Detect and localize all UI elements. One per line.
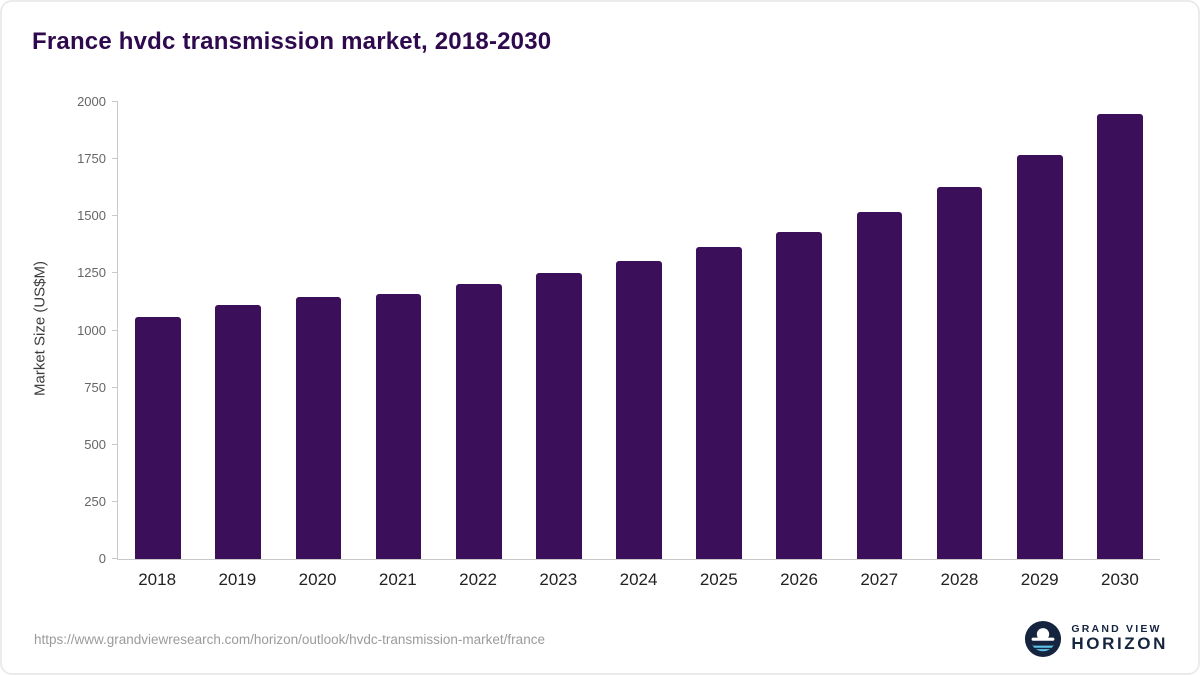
bar-2025[interactable] — [696, 247, 743, 559]
bar-column-2018 — [118, 102, 198, 559]
bar-column-2030 — [1080, 102, 1160, 559]
y-tick-mark — [112, 272, 118, 274]
y-axis-title: Market Size (US$M) — [31, 260, 49, 397]
brand-name-bottom: HORIZON — [1071, 634, 1168, 654]
horizon-logo-icon — [1025, 620, 1062, 658]
x-label-2025: 2025 — [699, 570, 738, 589]
bar-chart-plot: 0 250 500 750 1000 1250 1500 1750 2000 — [77, 94, 1160, 566]
bar-2021[interactable] — [375, 293, 422, 559]
y-tick-label: 1250 — [77, 265, 106, 281]
y-tick-label: 250 — [84, 493, 106, 509]
bar-column-2020 — [278, 102, 358, 559]
bar-column-2019 — [198, 102, 278, 559]
bar-column-2029 — [1000, 102, 1080, 559]
x-label-2026: 2026 — [780, 570, 818, 589]
x-label-2023: 2023 — [539, 570, 578, 589]
x-label-2029: 2029 — [1020, 570, 1059, 589]
y-tick-label: 500 — [84, 436, 106, 452]
source-url: https://www.grandviewresearch.com/horizo… — [34, 631, 545, 647]
y-tick-label: 1000 — [77, 322, 106, 338]
x-label-2028: 2028 — [940, 570, 979, 589]
bar-2028[interactable] — [936, 186, 983, 559]
y-tick-label: 1750 — [77, 151, 106, 167]
brand-logo: GRAND VIEW HORIZON — [1024, 620, 1168, 658]
y-tick-label: 1500 — [77, 208, 106, 224]
y-tick-mark — [112, 386, 118, 388]
x-label-2022: 2022 — [459, 570, 497, 589]
bars-container — [118, 102, 1160, 559]
x-label-2020: 2020 — [298, 570, 337, 589]
y-tick-mark — [112, 443, 118, 445]
x-label-2024: 2024 — [619, 570, 658, 589]
bar-column-2024 — [599, 102, 679, 559]
x-axis-labels: 2018 2019 2020 2021 2022 2023 2024 2025 2026 2027… — [117, 570, 1160, 590]
bar-2020[interactable] — [295, 297, 342, 559]
y-tick-label: 2000 — [77, 94, 106, 109]
bar-column-2028 — [920, 102, 1000, 559]
y-tick-mark — [112, 101, 118, 102]
bar-2023[interactable] — [536, 273, 582, 559]
bar-column-2027 — [839, 102, 919, 559]
chart-title: France hvdc transmission market, 2018-20… — [32, 28, 552, 55]
bar-2026[interactable] — [776, 231, 823, 559]
bar-column-2026 — [759, 102, 839, 559]
bar-column-2021 — [358, 102, 438, 559]
bar-2022[interactable] — [455, 283, 502, 559]
x-label-2027: 2027 — [860, 570, 899, 589]
bar-2024[interactable] — [616, 261, 662, 559]
bar-2027[interactable] — [856, 211, 903, 559]
bar-2030[interactable] — [1097, 113, 1143, 559]
y-tick-mark — [112, 158, 118, 160]
x-label-2019: 2019 — [218, 570, 257, 589]
bar-column-2022 — [439, 102, 519, 559]
brand-name-top: GRAND VIEW — [1071, 622, 1162, 635]
y-tick-label: 0 — [98, 551, 106, 566]
x-label-2030: 2030 — [1101, 570, 1139, 589]
y-tick-mark — [112, 558, 118, 559]
y-tick-mark — [112, 500, 118, 502]
y-tick-label: 750 — [84, 379, 106, 395]
bar-column-2023 — [519, 102, 599, 559]
bar-2029[interactable] — [1016, 154, 1063, 559]
bar-2019[interactable] — [215, 305, 262, 559]
y-tick-mark — [112, 215, 118, 217]
x-label-2018: 2018 — [138, 570, 177, 589]
x-label-2021: 2021 — [378, 570, 417, 589]
bar-2018[interactable] — [135, 316, 181, 559]
footer: https://www.grandviewresearch.com/horizo… — [34, 620, 1168, 658]
y-tick-mark — [112, 329, 118, 331]
brand-text: GRAND VIEW HORIZON — [1071, 622, 1168, 654]
bar-column-2025 — [679, 102, 759, 559]
